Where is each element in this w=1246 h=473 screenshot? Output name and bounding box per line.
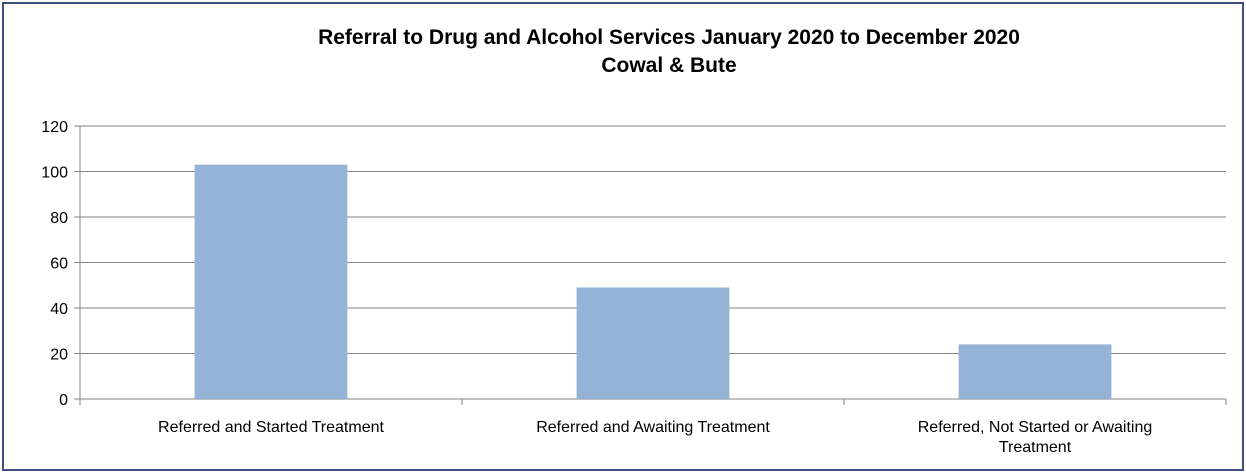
bar: [576, 287, 730, 399]
y-axis-ticks: 0 20 40 60 80 100 120: [41, 119, 68, 409]
y-tick-label: 120: [41, 119, 68, 136]
y-tick-label: 80: [50, 210, 68, 227]
y-tick-label: 60: [50, 256, 68, 273]
chart-subtitle: Cowal & Bute: [601, 54, 736, 77]
x-category-label: Referred and Awaiting Treatment: [536, 419, 770, 436]
x-axis-labels: Referred and Started Treatment Referred a…: [158, 419, 1152, 456]
bars: [194, 164, 1112, 399]
y-tick-label: 40: [50, 301, 68, 318]
y-tick-label: 20: [50, 347, 68, 364]
bar: [958, 344, 1112, 399]
x-category-label: Referred, Not Started or Awaiting Treatme…: [918, 419, 1153, 456]
chart-title: Referral to Drug and Alcohol Services Ja…: [318, 26, 1020, 49]
bar: [194, 164, 348, 399]
x-category-label: Referred and Started Treatment: [158, 419, 384, 436]
y-tick-label: 0: [59, 392, 68, 409]
y-tick-label: 100: [41, 165, 68, 182]
